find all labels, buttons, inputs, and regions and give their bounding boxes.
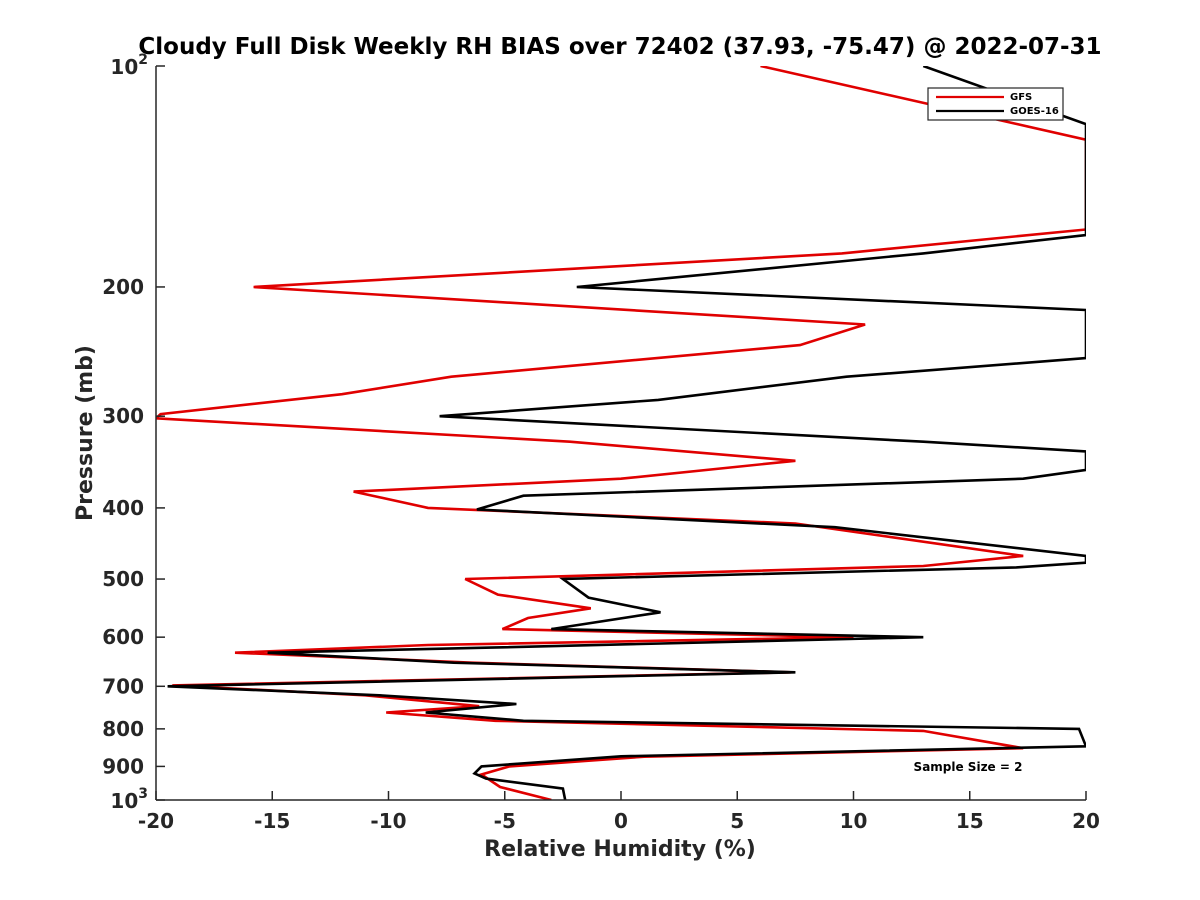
y-axis-label: Pressure (mb) bbox=[73, 345, 98, 521]
x-tick-label: 15 bbox=[956, 809, 984, 833]
y-tick-label: 102 bbox=[110, 52, 148, 79]
x-tick-label: -15 bbox=[254, 809, 290, 833]
y-tick-label: 500 bbox=[102, 567, 144, 591]
series-line-gfs bbox=[156, 66, 1086, 800]
y-tick-label: 400 bbox=[102, 496, 144, 520]
legend-label-gfs: GFS bbox=[1010, 92, 1032, 103]
x-axis-label: Relative Humidity (%) bbox=[484, 837, 756, 862]
x-tick-label: 10 bbox=[840, 809, 868, 833]
plot-area bbox=[156, 66, 1086, 800]
y-axis-ticks: 102 200 300 400 500 600 700 800 900 103 bbox=[102, 52, 165, 813]
x-tick-label: 5 bbox=[730, 809, 744, 833]
y-tick-label: 300 bbox=[102, 404, 144, 428]
x-axis-ticks: -20 -15 -10 -5 0 5 10 15 20 bbox=[138, 791, 1100, 833]
legend-box bbox=[927, 87, 1064, 121]
x-tick-label: -5 bbox=[494, 809, 516, 833]
y-tick-label: 900 bbox=[102, 754, 144, 778]
sample-size-annotation: Sample Size = 2 bbox=[914, 760, 1023, 774]
y-tick-label: 600 bbox=[102, 625, 144, 649]
x-tick-label: 20 bbox=[1072, 809, 1100, 833]
x-tick-label: -10 bbox=[370, 809, 406, 833]
x-tick-label: 0 bbox=[614, 809, 628, 833]
series-layer bbox=[156, 66, 1086, 800]
legend: GFS GOES-16 bbox=[927, 87, 1064, 121]
x-tick-label: -20 bbox=[138, 809, 174, 833]
legend-label-goes16: GOES-16 bbox=[1010, 106, 1059, 117]
series-line-goes16 bbox=[167, 66, 1086, 800]
y-tick-label: 800 bbox=[102, 717, 144, 741]
chart-title: Cloudy Full Disk Weekly RH BIAS over 724… bbox=[138, 34, 1101, 60]
y-tick-label: 700 bbox=[102, 674, 144, 698]
y-tick-label: 200 bbox=[102, 275, 144, 299]
y-tick-label: 103 bbox=[110, 786, 148, 813]
